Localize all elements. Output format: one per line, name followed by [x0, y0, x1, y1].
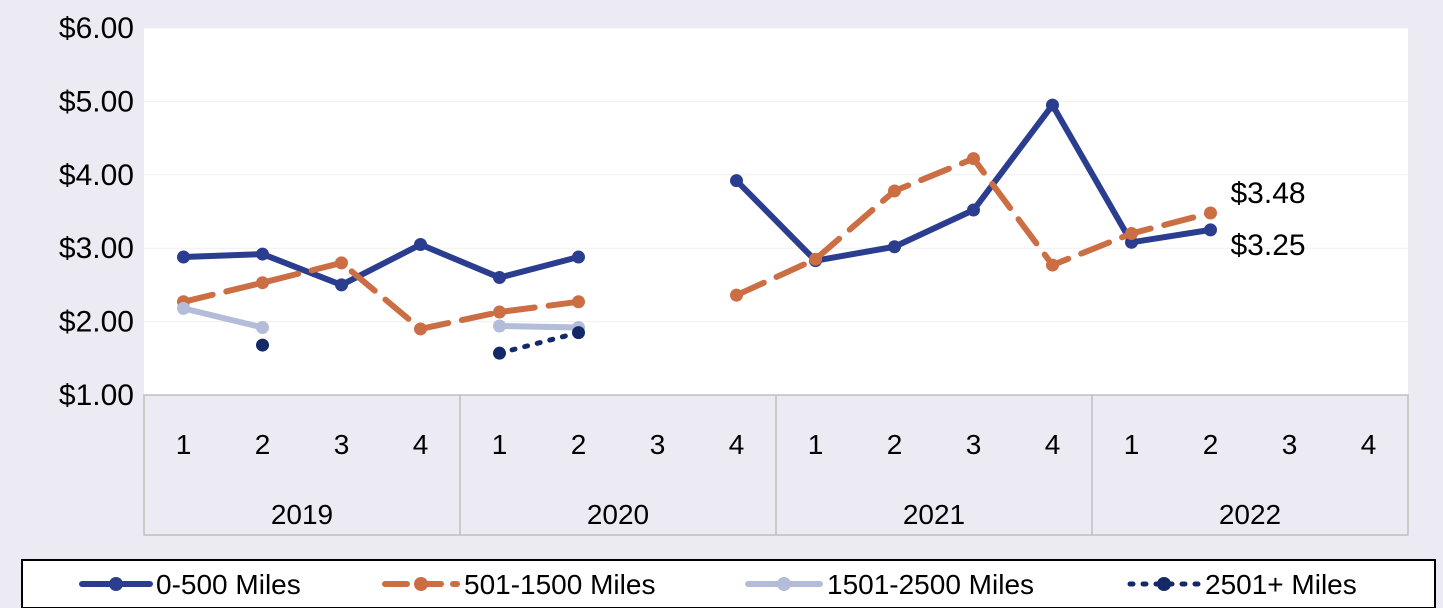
data-point-2501-miles [572, 326, 585, 340]
legend-marker-1501-2500-miles [777, 577, 791, 591]
data-point-2501-miles [493, 346, 506, 360]
data-point-0-500-miles [256, 247, 269, 261]
x-tick-label: 4 [413, 429, 429, 460]
legend-marker-0-500-miles [109, 577, 123, 591]
x-tick-label: 1 [1124, 429, 1140, 460]
y-tick-label: $1.00 [59, 379, 134, 412]
plot-area [144, 28, 1408, 395]
data-label: $3.48 [1231, 177, 1306, 210]
series-line-1501-2500-miles [496, 323, 582, 331]
data-point-0-500-miles [572, 250, 585, 264]
data-point-0-500-miles [335, 278, 348, 292]
series-line-0-500-miles [180, 241, 582, 288]
legend-marker-2501-miles [1157, 577, 1171, 591]
legend: 0-500 Miles 501-1500 Miles 1501-2500 Miles… [21, 559, 1436, 608]
x-group-label: 2021 [903, 499, 965, 530]
data-point-501-1500-miles [256, 276, 269, 290]
legend-label-2501-miles: 2501+ Miles [1205, 569, 1357, 600]
x-tick-label: 4 [729, 429, 745, 460]
x-tick-label: 2 [255, 429, 271, 460]
data-point-501-1500-miles [493, 305, 506, 319]
x-tick-label: 4 [1045, 429, 1061, 460]
x-group-label: 2020 [587, 499, 649, 530]
y-tick-label: $6.00 [59, 12, 134, 45]
data-point-0-500-miles [888, 240, 901, 254]
data-point-501-1500-miles [414, 322, 427, 336]
x-axis: 1 2 3 4 1 2 3 4 1 2 3 4 1 2 3 4 2019 2020 2021 2022 [176, 395, 1377, 535]
x-tick-label: 2 [887, 429, 903, 460]
x-group-label: 2019 [271, 499, 333, 530]
y-tick-label: $4.00 [59, 159, 134, 192]
data-point-1501-2500-miles [493, 319, 506, 333]
data-point-0-500-miles [730, 174, 743, 188]
y-tick-label: $2.00 [59, 306, 134, 339]
x-tick-label: 2 [571, 429, 587, 460]
x-tick-label: 3 [966, 429, 982, 460]
data-point-501-1500-miles [809, 252, 822, 266]
legend-label-501-1500-miles: 501-1500 Miles [464, 569, 655, 600]
series-lines [177, 98, 1217, 360]
x-tick-label: 3 [334, 429, 350, 460]
x-tick-label: 2 [1203, 429, 1219, 460]
data-point-0-500-miles [177, 250, 190, 264]
y-tick-label: $5.00 [59, 85, 134, 118]
y-axis-ticks: $1.00 $2.00 $3.00 $4.00 $5.00 $6.00 [59, 12, 134, 412]
legend-marker-501-1500-miles [414, 577, 428, 591]
series-line-2501-miles [497, 330, 581, 356]
data-point-2501-miles [256, 338, 269, 352]
data-labels: $3.48 $3.25 [1231, 177, 1306, 262]
x-tick-label: 3 [1282, 429, 1298, 460]
data-point-501-1500-miles [335, 256, 348, 270]
data-point-0-500-miles [414, 238, 427, 252]
y-tick-label: $3.00 [59, 232, 134, 265]
x-tick-label: 4 [1361, 429, 1377, 460]
data-point-501-1500-miles [572, 295, 585, 309]
data-point-0-500-miles [493, 271, 506, 285]
data-point-0-500-miles [1204, 223, 1217, 237]
x-tick-label: 3 [650, 429, 666, 460]
data-point-1501-2500-miles [256, 320, 269, 334]
data-point-1501-2500-miles [177, 301, 190, 315]
series-line-501-1500-miles [180, 259, 582, 332]
legend-label-1501-2500-miles: 1501-2500 Miles [827, 569, 1034, 600]
data-point-501-1500-miles [967, 152, 980, 166]
data-point-0-500-miles [967, 203, 980, 217]
data-point-0-500-miles [1046, 98, 1059, 112]
data-point-501-1500-miles [1204, 206, 1217, 220]
x-tick-label: 1 [176, 429, 192, 460]
data-point-501-1500-miles [730, 288, 743, 302]
grid-lines [144, 27, 1408, 323]
data-label: $3.25 [1231, 229, 1306, 262]
data-point-501-1500-miles [1125, 227, 1138, 241]
data-point-501-1500-miles [1046, 258, 1059, 272]
x-group-label: 2022 [1219, 499, 1281, 530]
series-line-1501-2500-miles [180, 305, 266, 331]
data-point-501-1500-miles [888, 184, 901, 198]
x-tick-label: 1 [492, 429, 508, 460]
x-tick-label: 1 [808, 429, 824, 460]
legend-label-0-500-miles: 0-500 Miles [156, 569, 301, 600]
